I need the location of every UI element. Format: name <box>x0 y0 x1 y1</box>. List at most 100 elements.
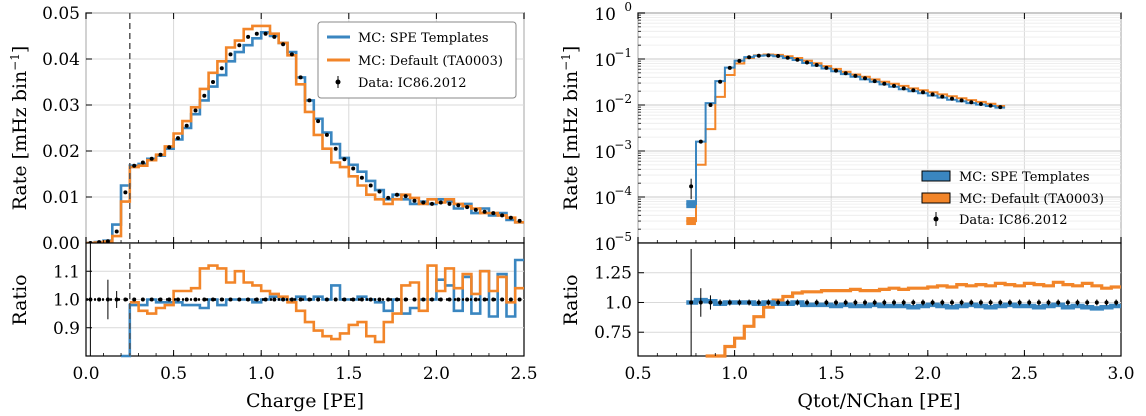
ratio-data-point <box>843 300 848 305</box>
ratio-data-point <box>421 297 426 302</box>
ratio-data-point <box>930 300 935 305</box>
series-data-point <box>140 160 145 165</box>
ratio-data-point <box>766 300 771 305</box>
ratio-data-point <box>508 297 513 302</box>
y-tick-label: 0.9 <box>53 319 80 339</box>
ratio-data-point <box>395 297 399 302</box>
y-tick-label: 1.1 <box>53 262 80 282</box>
ratio-data-point <box>193 297 198 302</box>
series-data-point <box>718 79 723 84</box>
series-data-point <box>959 98 964 103</box>
series-data-point <box>246 34 251 39</box>
ratio-data-point <box>785 300 790 305</box>
ratio-data-point <box>333 297 338 302</box>
ratio-data-point <box>438 297 443 302</box>
x-tick-label: 0.5 <box>160 364 187 384</box>
series-data-point <box>756 53 761 58</box>
series-data-point <box>430 201 434 206</box>
y-tick-label: 1.0 <box>53 291 80 311</box>
series-data-point <box>386 195 391 200</box>
ratio-data-point <box>149 297 154 302</box>
ratio-data-point <box>1065 300 1070 305</box>
ratio-data-point <box>1056 300 1061 305</box>
ratio-data-point <box>863 300 867 305</box>
ratio-data-point <box>1017 300 1022 305</box>
series-data-point <box>149 156 154 161</box>
x-tick-label: 2.5 <box>510 364 537 384</box>
y-tick-label: 10 <box>594 5 616 25</box>
ratio-data-point <box>482 297 487 302</box>
series-data-point <box>737 58 742 63</box>
ratio-data-point <box>698 300 703 305</box>
ratio-data-point <box>718 300 723 305</box>
x-tick-label: 0.0 <box>72 364 99 384</box>
series-data-point <box>517 218 522 223</box>
series-data-point <box>727 65 732 70</box>
ratio-data-point <box>795 300 800 305</box>
ratio-data-point <box>272 297 277 302</box>
series-data-point <box>482 209 487 214</box>
series-data-point <box>412 198 417 203</box>
series-data-point <box>289 52 294 57</box>
series-data-point <box>421 200 426 205</box>
series-data-point <box>969 100 974 105</box>
y-tick-exponent: −5 <box>614 230 632 244</box>
y-tick-exponent: −4 <box>614 184 632 198</box>
ratio-data-point <box>202 297 207 302</box>
ratio-data-point <box>167 297 172 302</box>
ratio-data-point <box>978 300 983 305</box>
series-data-point <box>456 203 461 208</box>
ratio-data-point <box>988 300 993 305</box>
ratio-data-point <box>465 297 470 302</box>
series-data-point <box>824 65 829 70</box>
right-legend: MC: SPE Templates MC: Default (TA0003) D… <box>921 170 1104 228</box>
ratio-data-point <box>246 297 251 302</box>
ratio-data-point <box>500 297 505 302</box>
series-default <box>86 24 524 245</box>
ratio-data-point <box>805 300 809 305</box>
ratio-data-point <box>901 300 906 305</box>
ratio-data-point <box>911 300 916 305</box>
series-data-point <box>911 88 916 93</box>
ratio-data-point <box>140 297 145 302</box>
series-data-point <box>132 163 137 168</box>
y-tick-label: 10 <box>594 97 616 117</box>
series-data-point <box>167 145 172 150</box>
ratio-data-point <box>969 300 974 305</box>
ratio-data-point <box>756 300 761 305</box>
ratio-data-point <box>882 300 887 305</box>
left-legend-default: MC: Default (TA0003) <box>358 54 503 69</box>
ratio-data-point <box>368 297 373 302</box>
x-tick-label: 1.0 <box>248 364 275 384</box>
series-data-point <box>298 75 303 80</box>
ratio-data-point <box>219 297 224 302</box>
y-tick-label: 0.01 <box>42 188 80 208</box>
y-tick-exponent: −2 <box>614 92 632 106</box>
ratio-data-point <box>708 300 713 305</box>
ratio-data-point <box>1027 300 1032 305</box>
ratio-default <box>705 280 1121 358</box>
ratio-data-point <box>853 300 858 305</box>
ratio-data-point <box>158 297 163 302</box>
series-data-point <box>491 211 496 216</box>
y-tick-label: 0.75 <box>594 323 632 343</box>
series-data-point <box>834 68 838 73</box>
ratio-data-point <box>254 297 259 302</box>
y-tick-label: 0.05 <box>42 4 80 24</box>
ratio-data-point <box>123 297 128 302</box>
series-data-point <box>998 105 1003 110</box>
y-tick-label: 10 <box>594 189 616 209</box>
x-tick-label: 2.5 <box>1011 364 1038 384</box>
ratio-data-point <box>824 300 829 305</box>
ratio-data-point <box>324 297 329 302</box>
ratio-data-point <box>342 297 347 302</box>
ratio-data-point <box>747 300 752 305</box>
series-data-point <box>950 96 954 101</box>
x-tick-label: 2.0 <box>423 364 450 384</box>
series-data-point <box>333 146 338 151</box>
ratio-data-point <box>940 300 945 305</box>
ratio-data-point <box>307 297 312 302</box>
x-tick-label: 1.5 <box>335 364 362 384</box>
ratio-data-point <box>1046 300 1051 305</box>
series-data-point <box>228 52 233 57</box>
